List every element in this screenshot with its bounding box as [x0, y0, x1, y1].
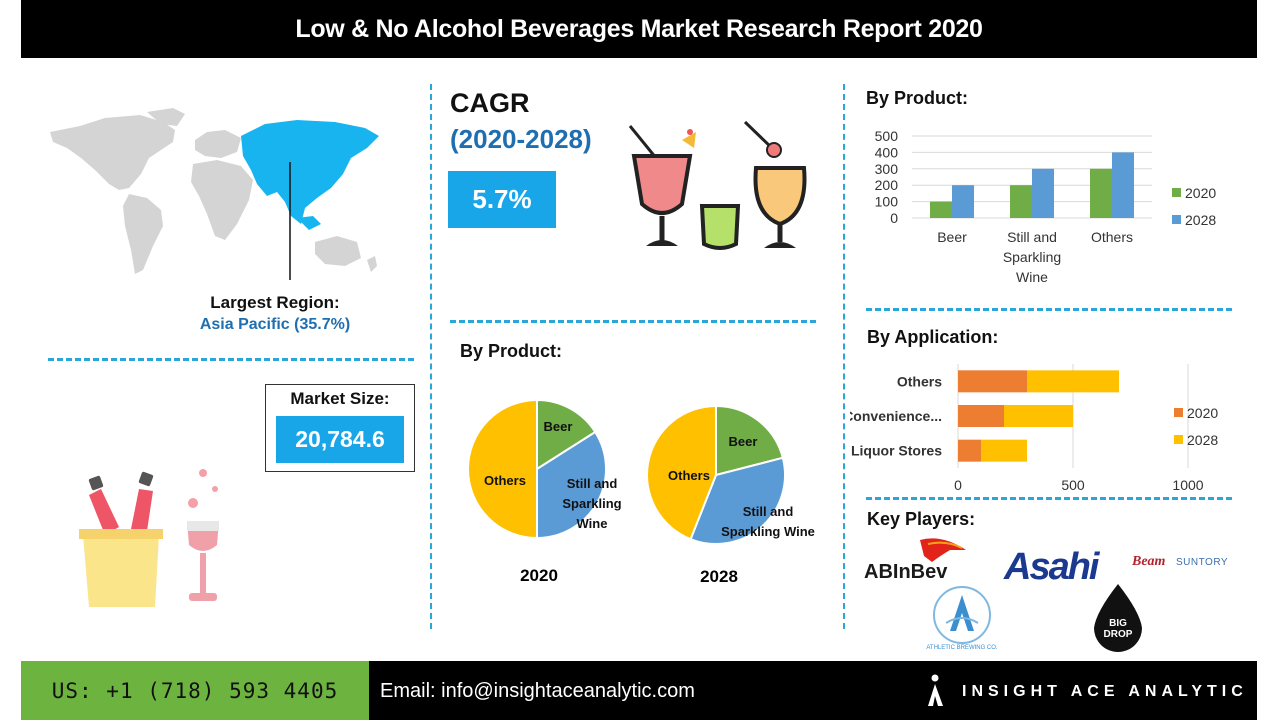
pie-slice-0-2: [467, 398, 538, 540]
pie-label-1-2: Others: [668, 468, 710, 483]
vbar-ytick: 0: [890, 210, 898, 226]
pie-2020: Beer Still and Sparkling Wine Others: [467, 398, 622, 540]
cagr-title: CAGR: [450, 88, 530, 118]
market-size-label: Market Size:: [290, 389, 390, 408]
cagr-value: 5.7%: [448, 171, 556, 228]
vbar-legend-label: 2020: [1185, 185, 1216, 201]
hbar-xtick: 1000: [1172, 477, 1203, 493]
hbar-xtick: 500: [1061, 477, 1085, 493]
divider-right: [843, 84, 845, 629]
largest-region-label: Largest Region:: [210, 293, 340, 312]
vbar-category-label: Beer: [937, 229, 967, 245]
hbar-legend-swatch: [1174, 435, 1183, 444]
hbar-category-label: Liquor Stores: [851, 443, 942, 459]
hbar-2020-2: [958, 439, 981, 462]
email-contact[interactable]: Email: info@insightaceanalytic.com: [380, 680, 695, 702]
abinbev-logo: ABInBev: [864, 538, 966, 583]
athletic-brewing-logo: ATHLETIC BREWING CO.: [926, 586, 998, 651]
insight-ace-logo-icon: [928, 674, 943, 706]
vbar-2028-2: [1112, 152, 1134, 218]
svg-text:DROP: DROP: [1104, 629, 1133, 640]
vbar-ytick: 400: [875, 144, 899, 160]
vbar-2020-2: [1090, 168, 1112, 218]
page-title: Low & No Alcohol Beverages Market Resear…: [21, 0, 1257, 58]
vbar-2028-0: [952, 185, 974, 218]
vbar-legend-swatch: [1172, 188, 1181, 197]
vbar-category-label: Others: [1091, 229, 1133, 245]
svg-text:SUNTORY: SUNTORY: [1176, 557, 1228, 568]
cocktail-glasses-icon: [628, 120, 807, 250]
divider-application: [866, 497, 1232, 500]
hbar-xtick: 0: [954, 477, 962, 493]
ice-bucket-icon: [79, 469, 219, 607]
phone-contact[interactable]: US: +1 (718) 593 4405: [21, 661, 369, 720]
pie-2020-year: 2020: [520, 566, 558, 585]
pie-label-1-0: Beer: [729, 434, 758, 449]
product-pie-heading: By Product:: [460, 341, 563, 361]
pie-label-0-0: Beer: [544, 419, 573, 434]
vbar-2028-1: [1032, 168, 1054, 218]
pie-slice-1-2: [646, 404, 717, 541]
hbar-2028-1: [1004, 405, 1073, 427]
footer-bar: [369, 661, 1257, 720]
divider-left: [430, 84, 432, 629]
hbar-legend-label: 2028: [1187, 432, 1218, 448]
key-players-heading: Key Players:: [867, 509, 976, 529]
product-pie-charts: Beer Still and Sparkling Wine Others Beer Sti…: [467, 398, 815, 586]
pie-slice-0-1: [536, 430, 607, 540]
svg-text:ATHLETIC BREWING CO.: ATHLETIC BREWING CO.: [926, 645, 998, 651]
product-bar-heading: By Product:: [866, 88, 969, 108]
pie-2028: Beer Still and Sparkling Wine Others: [646, 404, 815, 545]
application-heading: By Application:: [867, 327, 999, 347]
world-map: [50, 108, 379, 280]
svg-text:Beam: Beam: [1131, 554, 1166, 569]
hbar-legend-label: 2020: [1187, 405, 1218, 421]
vbar-2020-1: [1010, 185, 1032, 218]
vbar-legend-swatch: [1172, 215, 1181, 224]
beam-suntory-logo: Beam SUNTORY: [1131, 554, 1228, 569]
cagr-period: (2020-2028): [450, 124, 592, 154]
divider-cagr: [450, 320, 816, 323]
market-size-value: 20,784.6: [276, 416, 404, 463]
pie-slice-1-1: [689, 456, 786, 545]
hbar-2020-0: [958, 370, 1027, 393]
vbar-category-label: Still and Sparkling Wine: [1003, 229, 1061, 285]
pie-label-0-1: Still and Sparkling Wine: [562, 476, 621, 531]
pie-2028-year: 2028: [700, 567, 738, 586]
vbar-legend-label: 2028: [1185, 212, 1216, 228]
hbar-2028-0: [1027, 370, 1119, 393]
svg-text:ABInBev: ABInBev: [864, 561, 948, 583]
hbar-legend-swatch: [1174, 408, 1183, 417]
asahi-logo: Asahi: [1003, 546, 1102, 585]
vbar-ytick: 300: [875, 161, 899, 177]
hbar-category-label: Others: [897, 373, 942, 389]
market-size-box: [265, 384, 415, 472]
vbar-ytick: 500: [875, 128, 899, 144]
svg-text:BIG: BIG: [1109, 618, 1127, 629]
hbar-2020-1: [958, 405, 1004, 427]
brand-name: INSIGHT ACE ANALYTIC: [962, 683, 1248, 700]
pie-label-1-1: Still and Sparkling Wine: [721, 504, 815, 539]
divider-region: [48, 358, 414, 361]
largest-region-value: Asia Pacific (35.7%): [199, 316, 351, 333]
divider-product-bar: [866, 308, 1232, 311]
big-drop-logo: BIG DROP: [1094, 584, 1142, 652]
pie-slice-1-0: [715, 404, 785, 477]
vbar-2020-0: [930, 201, 952, 218]
vbar-ytick: 200: [875, 177, 899, 193]
application-bar-chart: 0 500 1000 Others Convenience... Liquor Store…: [850, 364, 1218, 493]
pie-label-0-2: Others: [484, 473, 526, 488]
hbar-category-label: Convenience...: [850, 408, 942, 424]
pie-slice-0-0: [536, 398, 597, 471]
vbar-ytick: 100: [875, 194, 899, 210]
svg-text:Asahi: Asahi: [1003, 546, 1101, 585]
hbar-2028-2: [981, 439, 1027, 462]
